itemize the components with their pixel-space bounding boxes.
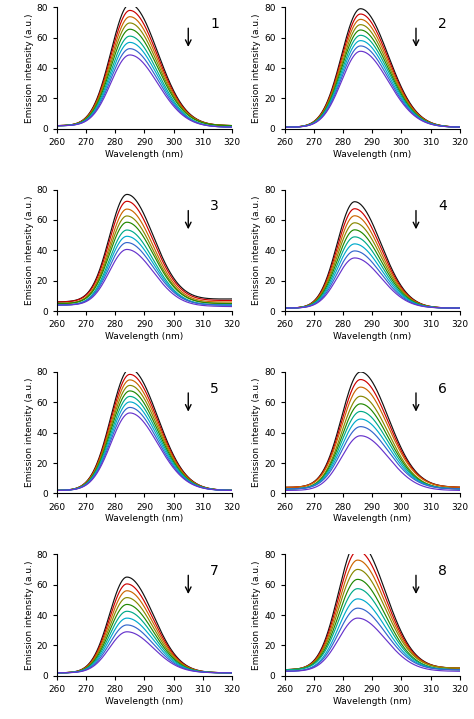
Text: 1: 1 bbox=[210, 17, 219, 31]
Y-axis label: Emission intensity (a.u.): Emission intensity (a.u.) bbox=[252, 196, 261, 305]
X-axis label: Wavelength (nm): Wavelength (nm) bbox=[105, 332, 183, 341]
Text: 7: 7 bbox=[210, 564, 219, 578]
Y-axis label: Emission intensity (a.u.): Emission intensity (a.u.) bbox=[25, 560, 34, 670]
Text: 8: 8 bbox=[438, 564, 447, 578]
Y-axis label: Emission intensity (a.u.): Emission intensity (a.u.) bbox=[25, 196, 34, 305]
Text: 5: 5 bbox=[210, 382, 219, 395]
Y-axis label: Emission intensity (a.u.): Emission intensity (a.u.) bbox=[252, 13, 261, 123]
Text: 3: 3 bbox=[210, 199, 219, 214]
X-axis label: Wavelength (nm): Wavelength (nm) bbox=[333, 697, 411, 705]
Text: 2: 2 bbox=[438, 17, 447, 31]
Text: 4: 4 bbox=[438, 199, 447, 214]
Y-axis label: Emission intensity (a.u.): Emission intensity (a.u.) bbox=[252, 378, 261, 487]
X-axis label: Wavelength (nm): Wavelength (nm) bbox=[105, 150, 183, 159]
X-axis label: Wavelength (nm): Wavelength (nm) bbox=[333, 150, 411, 159]
X-axis label: Wavelength (nm): Wavelength (nm) bbox=[105, 697, 183, 705]
Y-axis label: Emission intensity (a.u.): Emission intensity (a.u.) bbox=[25, 13, 34, 123]
X-axis label: Wavelength (nm): Wavelength (nm) bbox=[105, 514, 183, 523]
Y-axis label: Emission intensity (a.u.): Emission intensity (a.u.) bbox=[25, 378, 34, 487]
Y-axis label: Emission intensity (a.u.): Emission intensity (a.u.) bbox=[252, 560, 261, 670]
Text: 6: 6 bbox=[438, 382, 447, 395]
X-axis label: Wavelength (nm): Wavelength (nm) bbox=[333, 332, 411, 341]
X-axis label: Wavelength (nm): Wavelength (nm) bbox=[333, 514, 411, 523]
